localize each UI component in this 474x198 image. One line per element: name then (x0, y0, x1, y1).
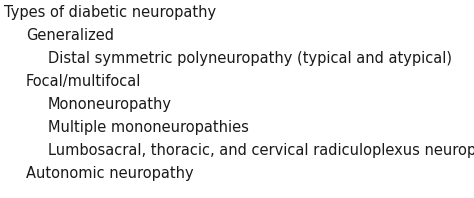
Text: Mononeuropathy: Mononeuropathy (48, 97, 172, 112)
Text: Generalized: Generalized (26, 28, 114, 43)
Text: Distal symmetric polyneuropathy (typical and atypical): Distal symmetric polyneuropathy (typical… (48, 51, 452, 66)
Text: Focal/multifocal: Focal/multifocal (26, 74, 141, 89)
Text: Types of diabetic neuropathy: Types of diabetic neuropathy (4, 5, 216, 20)
Text: Multiple mononeuropathies: Multiple mononeuropathies (48, 120, 249, 135)
Text: Autonomic neuropathy: Autonomic neuropathy (26, 166, 193, 181)
Text: Lumbosacral, thoracic, and cervical radiculoplexus neuropathies: Lumbosacral, thoracic, and cervical radi… (48, 143, 474, 158)
